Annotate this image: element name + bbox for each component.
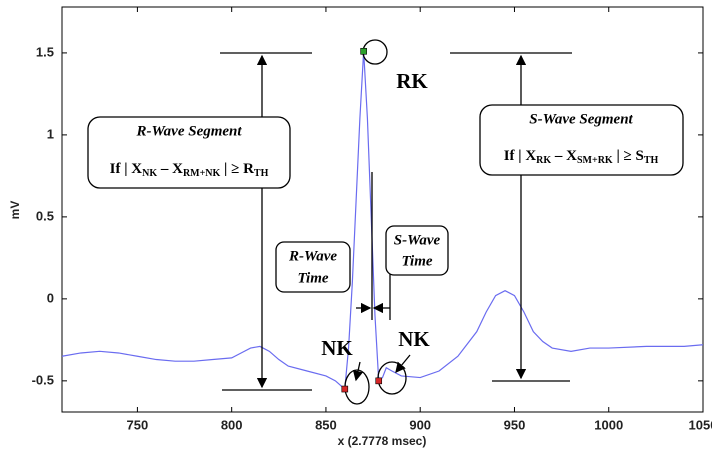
- subscript: RM+NK: [183, 168, 221, 179]
- y-axis-label: mV: [8, 201, 22, 220]
- x-tick-label: 900: [409, 417, 431, 432]
- box-title: S-Wave Segment: [529, 111, 633, 127]
- formula-part: If | X: [504, 148, 537, 164]
- point-callouts: RK NK NK: [321, 39, 430, 405]
- point-marker: [341, 385, 349, 393]
- formula-part: – X: [157, 161, 183, 177]
- x-tick-label: 850: [315, 417, 337, 432]
- x-tick-label: 750: [127, 417, 149, 432]
- wave-time: R-Wave Time S-Wave Time: [275, 172, 449, 320]
- y-tick-label: -0.5: [32, 372, 54, 387]
- formula: If | XRK – XSM+RK | ≥ STH: [504, 148, 659, 166]
- box-text: Time: [401, 253, 432, 269]
- box-text: Time: [297, 270, 328, 286]
- point-label: NK: [321, 336, 353, 360]
- x-tick-label: 950: [504, 417, 526, 432]
- formula: If | XNK – XRM+NK | ≥ RTH: [110, 161, 269, 179]
- formula-part: | ≥ S: [613, 148, 644, 164]
- formula-part: If | X: [110, 161, 143, 177]
- subscript: NK: [142, 168, 157, 179]
- x-tick-label: 1000: [594, 417, 623, 432]
- subscript: SM+RK: [577, 155, 613, 166]
- plot-area: [61, 7, 704, 412]
- y-tick-label: 1: [47, 126, 54, 141]
- s-wave-segment: S-Wave Segment If | XRK – XSM+RK | ≥ STH: [450, 52, 684, 382]
- point-marker: [375, 377, 383, 385]
- x-tick-label: 800: [221, 417, 243, 432]
- subscript: TH: [644, 155, 659, 166]
- point-marker: [360, 47, 367, 55]
- plot-frame: [61, 6, 704, 413]
- x-axis-label: x (2.7778 msec): [338, 434, 427, 448]
- formula-part: | ≥ R: [220, 161, 254, 177]
- point-label: NK: [398, 327, 430, 351]
- y-tick-label: 0.5: [36, 208, 54, 223]
- box-text: R-Wave: [288, 248, 337, 264]
- box-title: R-Wave Segment: [135, 123, 242, 139]
- r-wave-segment: R-Wave Segment If | XNK – XRM+NK | ≥ RTH: [87, 52, 312, 391]
- point-label: RK: [396, 69, 428, 93]
- x-tick-label: 1050: [689, 417, 712, 432]
- subscript: TH: [254, 168, 269, 179]
- box-text: S-Wave: [394, 232, 441, 248]
- y-tick-label: 0: [47, 290, 54, 305]
- formula-part: – X: [551, 148, 577, 164]
- data-line: [61, 51, 704, 391]
- y-tick-label: 1.5: [36, 44, 54, 59]
- subscript: RK: [536, 155, 551, 166]
